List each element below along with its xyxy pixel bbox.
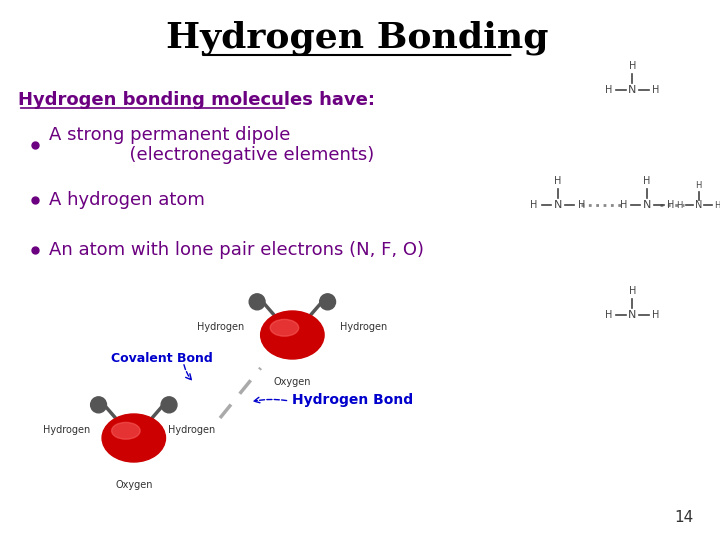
Ellipse shape — [261, 311, 324, 359]
Text: H: H — [605, 85, 612, 95]
Text: Hydrogen: Hydrogen — [42, 425, 90, 435]
Circle shape — [320, 294, 336, 310]
Ellipse shape — [270, 319, 299, 336]
Text: Hydrogen: Hydrogen — [340, 322, 387, 332]
Text: N: N — [628, 85, 636, 95]
Text: H: H — [667, 200, 675, 210]
Circle shape — [161, 397, 177, 413]
Text: Oxygen: Oxygen — [274, 377, 311, 387]
Text: H: H — [629, 61, 636, 71]
Text: H: H — [652, 310, 660, 320]
Text: H: H — [531, 200, 538, 210]
Text: Hydrogen bonding molecules have:: Hydrogen bonding molecules have: — [18, 91, 375, 109]
Text: H: H — [644, 176, 651, 186]
Text: N: N — [695, 200, 703, 210]
Text: H: H — [696, 181, 702, 190]
Circle shape — [249, 294, 265, 310]
Text: Hydrogen Bond: Hydrogen Bond — [292, 393, 413, 407]
Text: H: H — [620, 200, 627, 210]
Text: H: H — [554, 176, 562, 186]
Text: Hydrogen Bonding: Hydrogen Bonding — [166, 21, 548, 55]
Circle shape — [91, 397, 107, 413]
Text: N: N — [643, 200, 652, 210]
Text: H: H — [605, 310, 612, 320]
Text: A hydrogen atom: A hydrogen atom — [48, 191, 204, 209]
Text: H: H — [652, 85, 660, 95]
Text: N: N — [554, 200, 562, 210]
Text: Hydrogen: Hydrogen — [197, 322, 245, 332]
Text: H: H — [629, 286, 636, 296]
Text: An atom with lone pair electrons (N, F, O): An atom with lone pair electrons (N, F, … — [48, 241, 423, 259]
Text: 14: 14 — [675, 510, 694, 525]
Text: Oxygen: Oxygen — [115, 480, 153, 490]
Text: Covalent Bond: Covalent Bond — [111, 352, 212, 365]
Text: H: H — [578, 200, 585, 210]
Text: N: N — [628, 310, 636, 320]
Text: A strong permanent dipole
              (electronegative elements): A strong permanent dipole (electronegati… — [48, 126, 374, 164]
Ellipse shape — [112, 422, 140, 439]
Ellipse shape — [102, 414, 166, 462]
Text: H: H — [677, 200, 683, 210]
Text: Hydrogen: Hydrogen — [168, 425, 215, 435]
Text: H: H — [714, 200, 720, 210]
